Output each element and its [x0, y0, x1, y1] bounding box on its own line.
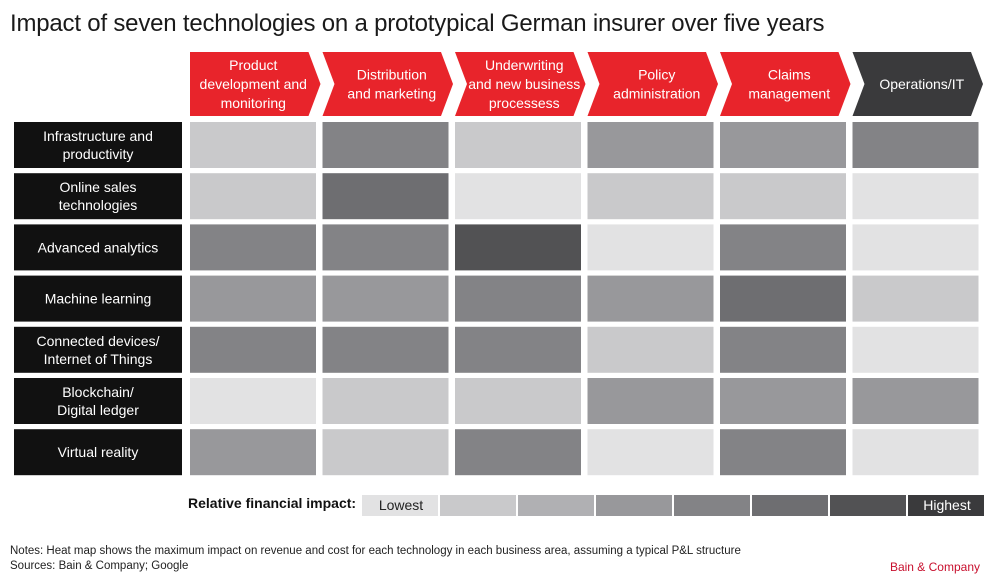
legend-swatch — [908, 495, 984, 516]
heatmap-cell — [720, 173, 846, 220]
heatmap-cell — [852, 275, 979, 322]
heatmap-cell — [852, 326, 979, 373]
legend-swatch — [596, 495, 672, 516]
heatmap-cell — [720, 429, 846, 476]
legend-swatch — [674, 495, 750, 516]
column-header-label: Operations/IT — [879, 76, 964, 92]
notes-block: Notes: Heat map shows the maximum impact… — [10, 544, 741, 574]
row-label: Virtual reality — [58, 444, 139, 460]
heatmap-cell — [322, 122, 449, 168]
column-header-label: Policy administration — [613, 67, 700, 102]
heatmap-cell — [587, 429, 714, 476]
row-label-box — [14, 224, 182, 271]
column-header-chevron — [190, 52, 321, 116]
heatmap-cell — [322, 326, 449, 373]
column-header-chevron — [587, 52, 718, 116]
row-label: Machine learning — [45, 291, 152, 307]
heatmap-cell — [587, 173, 714, 220]
row-label: Blockchain/Digital ledger — [57, 384, 139, 418]
heatmap-cell — [720, 378, 846, 424]
heatmap-cell — [190, 122, 316, 168]
legend-swatch — [518, 495, 594, 516]
heatmap-cell — [455, 326, 581, 373]
column-header-chevron — [720, 52, 851, 116]
heatmap-cell — [455, 224, 581, 271]
legend-low-label: Lowest — [379, 497, 423, 513]
row-label-box — [14, 275, 182, 322]
notes-text: Notes: Heat map shows the maximum impact… — [10, 545, 741, 557]
row-label: Connected devices/Internet of Things — [37, 333, 160, 367]
column-header-chevron — [322, 52, 453, 116]
heatmap-cell — [322, 378, 449, 424]
row-label-box — [14, 326, 182, 373]
column-header-chevron — [852, 52, 983, 116]
row-label-box — [14, 122, 182, 168]
heatmap-cell — [587, 378, 714, 424]
heatmap-cell — [190, 275, 316, 322]
row-label: Online sales technologies — [59, 179, 138, 213]
column-header-label: Underwriting and new business processess — [468, 57, 580, 111]
heatmap-cell — [852, 429, 979, 476]
brand-label: Bain & Company — [889, 560, 980, 574]
legend-swatch — [830, 495, 906, 516]
heatmap-cell — [852, 378, 979, 424]
heatmap-cell — [190, 378, 316, 424]
column-header-label: Claims management — [748, 67, 830, 102]
legend-swatch — [440, 495, 516, 516]
heatmap-cell — [720, 122, 846, 168]
column-header-label: Distribution and marketing — [347, 67, 436, 102]
heatmap-cell — [720, 275, 846, 322]
heatmap-cell — [455, 275, 581, 322]
heatmap-cell — [852, 173, 979, 220]
heatmap-cell — [587, 326, 714, 373]
heatmap-cell — [455, 378, 581, 424]
heatmap-cell — [322, 224, 449, 271]
heatmap-cell — [587, 122, 714, 168]
heatmap-cell — [455, 173, 581, 220]
legend-high-label: Highest — [923, 497, 971, 513]
column-header-chevron — [455, 52, 586, 116]
legend-swatch — [362, 495, 438, 516]
heatmap-cell — [190, 173, 316, 220]
column-header-label: Product development and monitoring — [200, 57, 307, 111]
heatmap-cell — [720, 326, 846, 373]
sources-text: Sources: Bain & Company; Google — [10, 560, 189, 572]
row-label-box — [14, 173, 182, 220]
heatmap-cell — [587, 275, 714, 322]
heatmap-cell — [322, 275, 449, 322]
row-label-box — [14, 429, 182, 476]
heatmap-cell — [322, 429, 449, 476]
heatmap-cell — [455, 122, 581, 168]
heatmap-cell — [190, 224, 316, 271]
heatmap-cell — [720, 224, 846, 271]
heatmap-cell — [190, 326, 316, 373]
chart-title: Impact of seven technologies on a protot… — [10, 10, 825, 37]
heatmap-cell — [587, 224, 714, 271]
heatmap-cell — [852, 122, 979, 168]
legend-swatch — [752, 495, 828, 516]
row-label-box — [14, 378, 182, 424]
heatmap-cell — [322, 173, 449, 220]
row-label: Advanced analytics — [38, 239, 159, 255]
heatmap-cell — [852, 224, 979, 271]
heatmap-cell — [190, 429, 316, 476]
heatmap-cell — [455, 429, 581, 476]
row-label: Infrastructure and productivity — [43, 128, 153, 162]
legend-title: Relative financial impact: — [188, 495, 357, 511]
